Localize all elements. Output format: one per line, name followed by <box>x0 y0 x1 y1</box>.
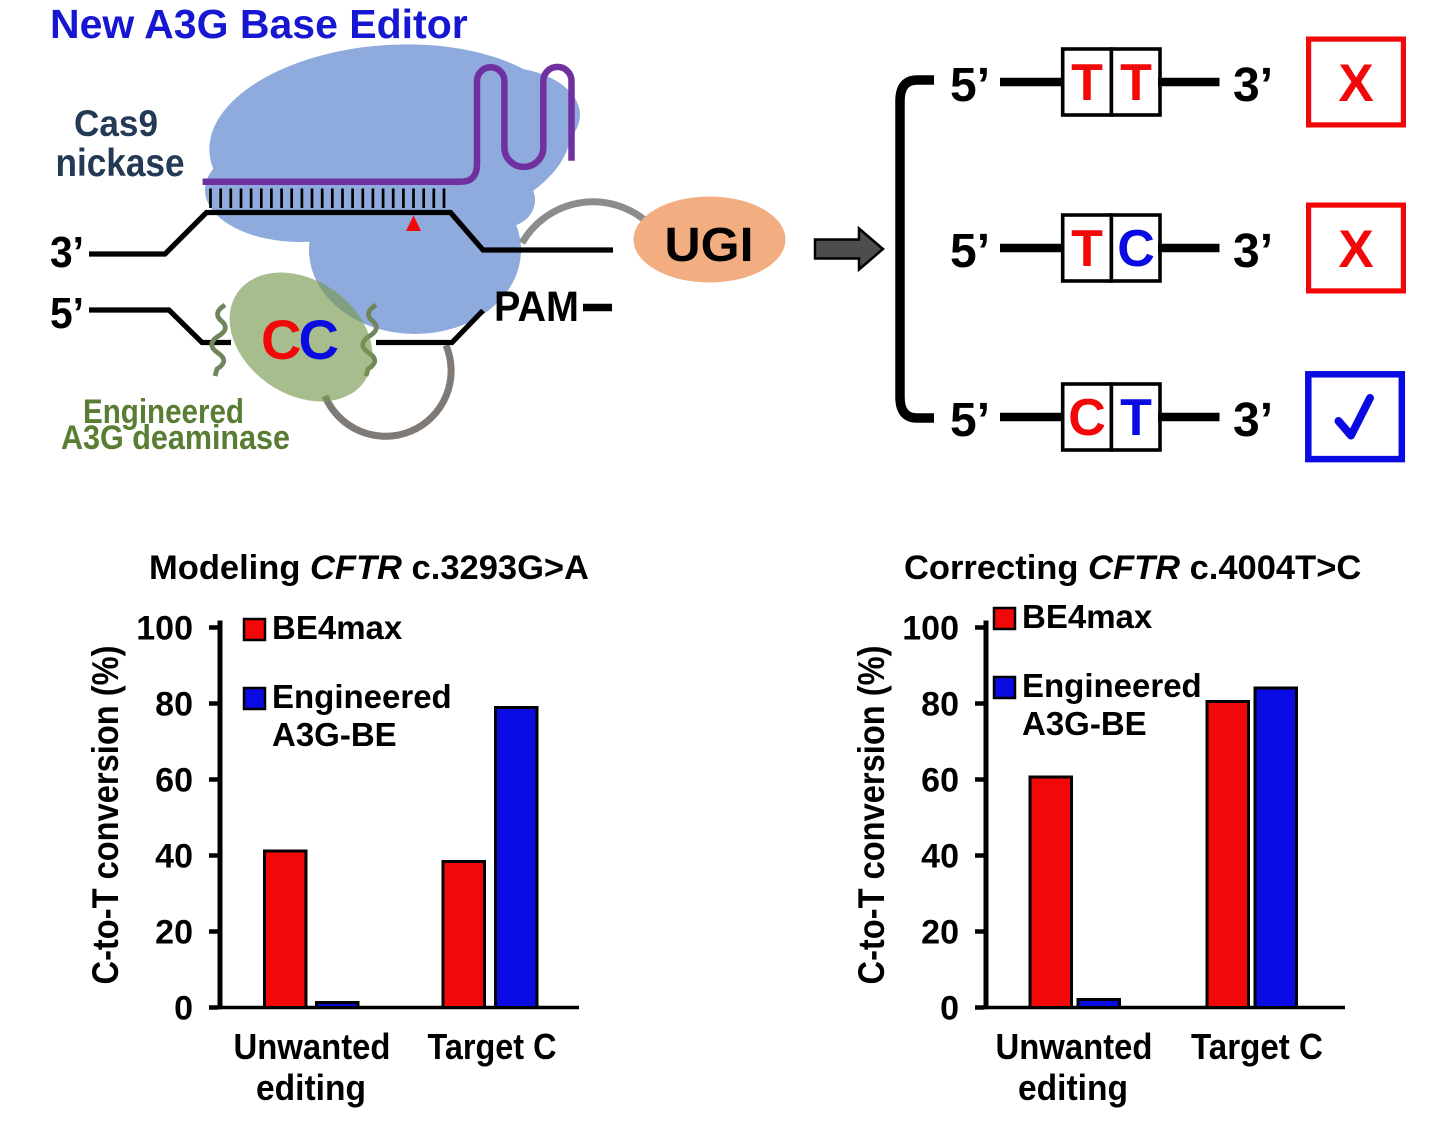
svg-text:UGI: UGI <box>665 219 754 272</box>
svg-text:Target C: Target C <box>1191 1026 1323 1067</box>
svg-text:T: T <box>1120 54 1152 112</box>
svg-text:20: 20 <box>155 914 193 952</box>
svg-text:C-to-T conversion (%): C-to-T conversion (%) <box>851 646 892 985</box>
svg-text:Modeling CFTR c.3293G>A: Modeling CFTR c.3293G>A <box>149 549 589 587</box>
svg-text:40: 40 <box>155 838 193 876</box>
svg-text:Unwanted: Unwanted <box>996 1026 1153 1067</box>
svg-text:New A3G Base Editor: New A3G Base Editor <box>50 1 468 47</box>
svg-text:3’: 3’ <box>1233 225 1273 278</box>
svg-text:A3G-BE: A3G-BE <box>272 716 397 753</box>
svg-text:C-to-T conversion (%): C-to-T conversion (%) <box>85 646 126 985</box>
svg-text:T: T <box>1071 220 1103 278</box>
svg-text:5’: 5’ <box>50 289 84 338</box>
svg-text:Cas9: Cas9 <box>74 103 158 144</box>
svg-text:40: 40 <box>921 838 959 876</box>
svg-text:A3G-BE: A3G-BE <box>1022 705 1147 742</box>
svg-text:T: T <box>1120 389 1152 447</box>
svg-text:C: C <box>261 308 301 371</box>
svg-text:BE4max: BE4max <box>1022 598 1153 635</box>
svg-text:Correcting CFTR c.4004T>C: Correcting CFTR c.4004T>C <box>904 549 1361 587</box>
svg-text:X: X <box>1338 54 1373 113</box>
svg-text:0: 0 <box>174 990 193 1028</box>
svg-text:nickase: nickase <box>56 142 185 185</box>
svg-text:60: 60 <box>921 762 959 800</box>
svg-text:100: 100 <box>136 610 193 648</box>
svg-text:5’: 5’ <box>950 394 990 447</box>
svg-text:Target C: Target C <box>428 1026 557 1067</box>
svg-text:100: 100 <box>902 610 959 648</box>
svg-text:Engineered: Engineered <box>272 678 452 715</box>
svg-text:C: C <box>1068 389 1106 447</box>
svg-text:BE4max: BE4max <box>272 609 403 646</box>
svg-text:Unwanted: Unwanted <box>234 1026 391 1067</box>
svg-text:C: C <box>299 308 339 371</box>
svg-text:5’: 5’ <box>950 59 990 112</box>
svg-text:80: 80 <box>155 686 193 724</box>
svg-text:C: C <box>1117 220 1155 278</box>
svg-text:60: 60 <box>155 762 193 800</box>
svg-text:5’: 5’ <box>950 225 990 278</box>
svg-text:X: X <box>1338 220 1373 279</box>
svg-text:T: T <box>1071 54 1103 112</box>
svg-text:3’: 3’ <box>1233 59 1273 112</box>
svg-text:3’: 3’ <box>50 228 84 277</box>
svg-text:Engineered: Engineered <box>83 393 244 431</box>
svg-text:0: 0 <box>940 990 959 1028</box>
svg-text:Engineered: Engineered <box>1022 667 1202 704</box>
svg-text:3’: 3’ <box>1233 394 1273 447</box>
svg-text:editing: editing <box>1018 1067 1128 1108</box>
svg-text:A3G deaminase: A3G deaminase <box>61 419 290 457</box>
svg-text:80: 80 <box>921 686 959 724</box>
svg-text:editing: editing <box>256 1067 366 1108</box>
svg-text:20: 20 <box>921 914 959 952</box>
svg-text:PAM: PAM <box>494 283 579 331</box>
